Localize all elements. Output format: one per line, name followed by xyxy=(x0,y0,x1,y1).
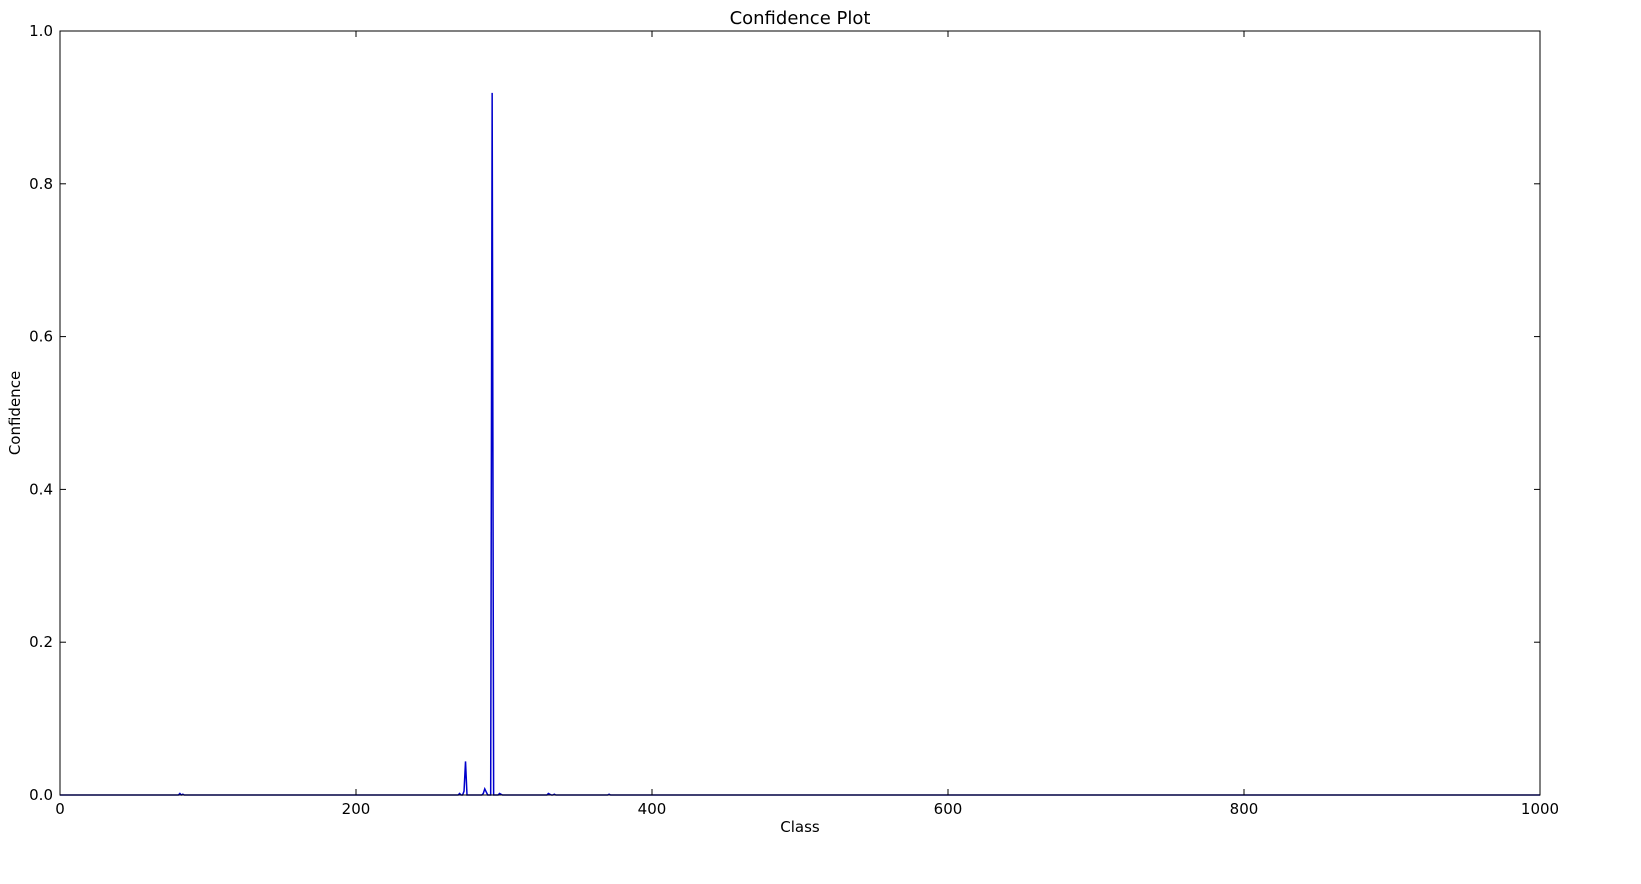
y-axis-title: Confidence xyxy=(6,371,24,455)
y-tick-label: 0.0 xyxy=(29,786,53,804)
y-tick-label: 0.4 xyxy=(29,480,53,498)
y-tick-label: 0.8 xyxy=(29,175,53,193)
y-tick-label: 0.6 xyxy=(29,328,53,346)
plot-frame xyxy=(59,30,1541,796)
y-tick-label: 0.2 xyxy=(29,633,53,651)
chart-title: Confidence Plot xyxy=(730,8,871,29)
y-tick-label: 1.0 xyxy=(29,22,53,40)
x-tick-label: 800 xyxy=(1230,800,1259,818)
x-tick-label: 600 xyxy=(934,800,963,818)
x-tick-label: 400 xyxy=(638,800,667,818)
x-axis-title: Class xyxy=(780,818,820,836)
x-tick-label: 200 xyxy=(342,800,371,818)
x-tick-label: 0 xyxy=(55,800,65,818)
x-tick-label: 1000 xyxy=(1521,800,1559,818)
plot-area: 0 200 400 600 800 1000 0.0 0.2 0.4 0.6 0.8 1.0 xyxy=(29,22,1559,818)
